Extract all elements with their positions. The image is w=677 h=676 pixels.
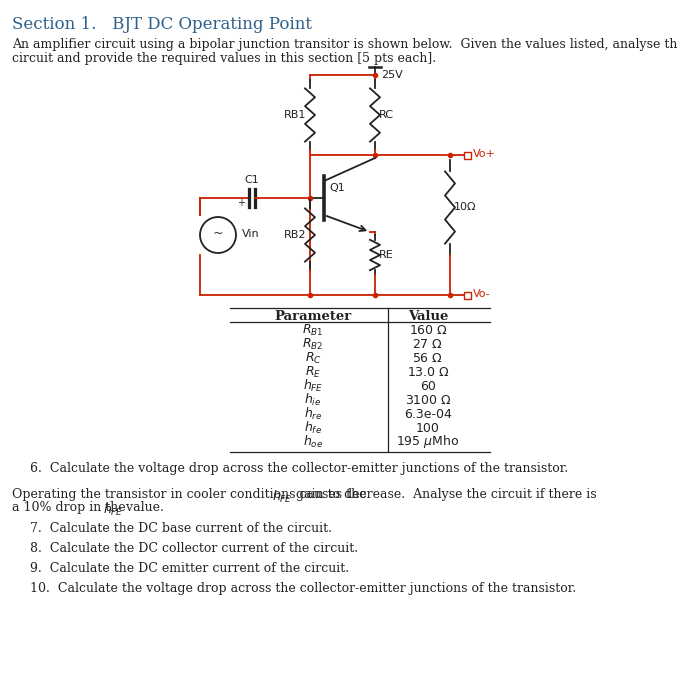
Text: RC: RC bbox=[379, 110, 394, 120]
Text: 7.  Calculate the DC base current of the circuit.: 7. Calculate the DC base current of the … bbox=[30, 522, 332, 535]
Text: 195 $\mu$Mho: 195 $\mu$Mho bbox=[396, 433, 460, 450]
Text: Q1: Q1 bbox=[329, 183, 345, 193]
Bar bbox=[464, 152, 471, 159]
Text: Operating the transistor in cooler conditions causes the: Operating the transistor in cooler condi… bbox=[12, 488, 370, 501]
Text: Parameter: Parameter bbox=[274, 310, 351, 323]
Text: 6.  Calculate the voltage drop across the collector-emitter junctions of the tra: 6. Calculate the voltage drop across the… bbox=[30, 462, 568, 475]
Text: circuit and provide the required values in this section [5 pts each].: circuit and provide the required values … bbox=[12, 52, 436, 65]
Text: RB1: RB1 bbox=[284, 110, 306, 120]
Text: An amplifier circuit using a bipolar junction transitor is shown below.  Given t: An amplifier circuit using a bipolar jun… bbox=[12, 38, 677, 51]
Text: $h_{re}$: $h_{re}$ bbox=[304, 406, 322, 422]
Text: $R_C$: $R_C$ bbox=[305, 350, 322, 366]
Text: 10.  Calculate the voltage drop across the collector-emitter junctions of the tr: 10. Calculate the voltage drop across th… bbox=[30, 582, 576, 595]
Text: 56 $\Omega$: 56 $\Omega$ bbox=[412, 352, 443, 364]
Text: $R_E$: $R_E$ bbox=[305, 364, 321, 379]
Text: RE: RE bbox=[379, 250, 394, 260]
Text: 9.  Calculate the DC emitter current of the circuit.: 9. Calculate the DC emitter current of t… bbox=[30, 562, 349, 575]
Bar bbox=[464, 292, 471, 299]
Text: gain to decrease.  Analyse the circuit if there is: gain to decrease. Analyse the circuit if… bbox=[292, 488, 596, 501]
Circle shape bbox=[200, 217, 236, 253]
Text: Vo+: Vo+ bbox=[473, 149, 496, 159]
Text: +: + bbox=[237, 198, 245, 208]
Text: Value: Value bbox=[408, 310, 448, 323]
Text: 6.3e-04: 6.3e-04 bbox=[404, 408, 452, 420]
Text: $h_{fe}$: $h_{fe}$ bbox=[304, 420, 322, 436]
Text: value.: value. bbox=[122, 501, 164, 514]
Text: $h_{FE}$: $h_{FE}$ bbox=[303, 378, 323, 394]
Text: $h_{FE}$: $h_{FE}$ bbox=[272, 489, 292, 505]
Text: $h_{oe}$: $h_{oe}$ bbox=[303, 434, 323, 450]
Text: Section 1.   BJT DC Operating Point: Section 1. BJT DC Operating Point bbox=[12, 16, 312, 33]
Text: 10Ω: 10Ω bbox=[454, 203, 477, 212]
Text: 160 $\Omega$: 160 $\Omega$ bbox=[408, 324, 447, 337]
Text: 8.  Calculate the DC collector current of the circuit.: 8. Calculate the DC collector current of… bbox=[30, 542, 358, 555]
Text: $R_{B1}$: $R_{B1}$ bbox=[303, 322, 324, 337]
Text: C1: C1 bbox=[244, 175, 259, 185]
Text: $h_{FE}$: $h_{FE}$ bbox=[103, 502, 123, 518]
Text: 60: 60 bbox=[420, 379, 436, 393]
Text: 25V: 25V bbox=[381, 70, 403, 80]
Text: RB2: RB2 bbox=[284, 230, 306, 240]
Text: Vin: Vin bbox=[242, 229, 259, 239]
Text: ~: ~ bbox=[213, 226, 223, 239]
Text: $h_{ie}$: $h_{ie}$ bbox=[305, 392, 322, 408]
Text: 3100 $\Omega$: 3100 $\Omega$ bbox=[405, 393, 452, 406]
Text: a 10% drop in the: a 10% drop in the bbox=[12, 501, 129, 514]
Text: $R_{B2}$: $R_{B2}$ bbox=[303, 337, 324, 352]
Text: Vo-: Vo- bbox=[473, 289, 491, 299]
Text: 27 $\Omega$: 27 $\Omega$ bbox=[412, 337, 443, 350]
Text: 100: 100 bbox=[416, 422, 440, 435]
Text: 13.0 $\Omega$: 13.0 $\Omega$ bbox=[406, 366, 450, 379]
